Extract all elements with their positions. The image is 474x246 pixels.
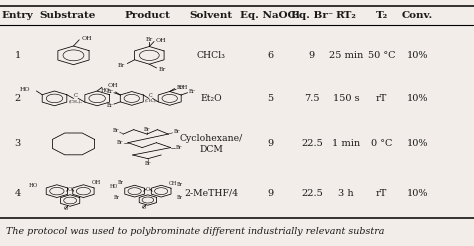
Text: OH: OH xyxy=(168,181,176,186)
Text: 22.5: 22.5 xyxy=(301,189,323,198)
Text: Br: Br xyxy=(113,195,119,200)
Text: 25 min: 25 min xyxy=(329,51,363,60)
Text: 4: 4 xyxy=(14,189,21,198)
Text: Conv.: Conv. xyxy=(401,12,433,20)
Text: Br: Br xyxy=(176,145,182,150)
Text: Br: Br xyxy=(118,180,123,185)
Text: Br: Br xyxy=(116,140,123,145)
Text: Product: Product xyxy=(124,12,170,20)
Text: Br: Br xyxy=(177,195,182,200)
Text: HO: HO xyxy=(109,184,118,189)
Text: HO: HO xyxy=(100,88,110,93)
Text: Et₂O: Et₂O xyxy=(200,94,222,103)
Text: 3: 3 xyxy=(14,139,21,148)
Text: (CH₃)₂: (CH₃)₂ xyxy=(145,99,157,103)
Text: O: O xyxy=(64,206,69,211)
Text: Substrate: Substrate xyxy=(40,12,96,20)
Text: OH: OH xyxy=(82,36,92,41)
Text: OH: OH xyxy=(108,83,118,88)
Text: O: O xyxy=(142,205,146,210)
Text: rT: rT xyxy=(376,189,387,198)
Text: Entry: Entry xyxy=(2,12,33,20)
Text: T₂: T₂ xyxy=(375,12,388,20)
Text: O: O xyxy=(68,187,73,192)
Text: Br: Br xyxy=(173,129,180,134)
Text: Br: Br xyxy=(146,37,153,42)
Text: 10%: 10% xyxy=(406,94,428,103)
Text: 9: 9 xyxy=(267,139,273,148)
Text: 10%: 10% xyxy=(406,139,428,148)
Text: 5: 5 xyxy=(267,94,273,103)
Text: 7.5: 7.5 xyxy=(304,94,319,103)
Text: 9: 9 xyxy=(309,51,315,60)
Text: OH: OH xyxy=(92,180,101,185)
Text: The protocol was used to polybrominate different industrially relevant substra: The protocol was used to polybrominate d… xyxy=(6,227,384,236)
Text: Br: Br xyxy=(107,103,113,108)
Text: Br: Br xyxy=(189,89,195,94)
Text: OH: OH xyxy=(179,85,189,90)
Text: rT: rT xyxy=(376,94,387,103)
Text: C: C xyxy=(149,93,153,98)
Text: 9: 9 xyxy=(267,189,273,198)
Text: 50 °C: 50 °C xyxy=(368,51,395,60)
Text: OH: OH xyxy=(155,38,166,43)
Text: Cyclohexane/
DCM: Cyclohexane/ DCM xyxy=(179,134,243,154)
Text: Br: Br xyxy=(144,127,150,132)
Text: 1 min: 1 min xyxy=(332,139,360,148)
Text: 10%: 10% xyxy=(406,51,428,60)
Text: 3 h: 3 h xyxy=(338,189,354,198)
Text: Eq. Br⁻: Eq. Br⁻ xyxy=(291,12,333,20)
Text: Br: Br xyxy=(113,128,119,133)
Text: CHCl₃: CHCl₃ xyxy=(196,51,226,60)
Text: Eq. NaOCl: Eq. NaOCl xyxy=(240,12,300,20)
Text: HO: HO xyxy=(20,87,30,92)
Text: 10%: 10% xyxy=(406,189,428,198)
Text: Br: Br xyxy=(159,67,166,72)
Text: 2-MeTHF/4: 2-MeTHF/4 xyxy=(184,189,238,198)
Text: Br: Br xyxy=(107,89,113,94)
Text: 2: 2 xyxy=(14,94,21,103)
Text: 22.5: 22.5 xyxy=(301,139,323,148)
Text: C: C xyxy=(74,93,78,98)
Text: 150 s: 150 s xyxy=(333,94,359,103)
Text: RT₂: RT₂ xyxy=(336,12,356,20)
Text: (CH₃)₂: (CH₃)₂ xyxy=(69,99,83,103)
Text: 6: 6 xyxy=(267,51,273,60)
Text: Br: Br xyxy=(177,85,183,90)
Text: Br: Br xyxy=(118,63,125,68)
Text: Br: Br xyxy=(145,161,151,166)
Text: HO: HO xyxy=(28,184,37,188)
Text: 1: 1 xyxy=(14,51,21,60)
Text: Solvent: Solvent xyxy=(190,12,232,20)
Text: 0 °C: 0 °C xyxy=(371,139,392,148)
Text: O: O xyxy=(146,187,150,192)
Text: Br: Br xyxy=(177,182,182,187)
